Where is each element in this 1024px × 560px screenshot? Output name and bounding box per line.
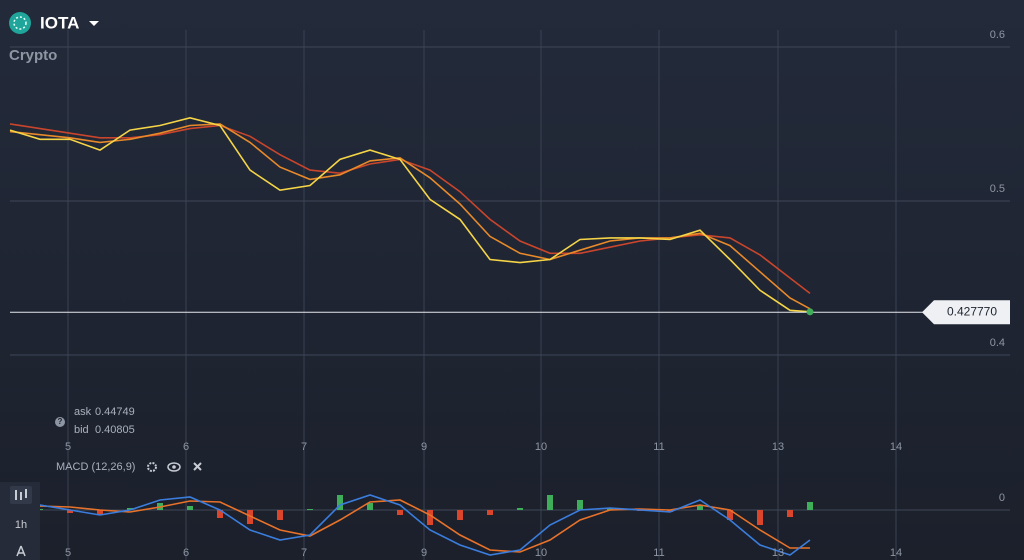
histogram-bar [67, 510, 73, 513]
histogram-bar [367, 503, 373, 510]
histogram-bar [787, 510, 793, 517]
histogram-bar [307, 509, 313, 510]
x-tick-label: 11 [653, 547, 664, 559]
histogram-bar [217, 510, 223, 518]
series-line [10, 494, 811, 556]
asset-name[interactable]: IOTA [40, 13, 79, 32]
histogram-bar [517, 508, 523, 510]
macd-settings[interactable] [147, 462, 157, 472]
plot: 0.427770 5 6 7 9 10 11 13 14 5 6 7 9 10 11 13 14 [7, 116, 1010, 559]
macd-title: MACD (12,26,9) [56, 461, 135, 473]
chart-type-icon [15, 489, 27, 500]
asset-category: Crypto [9, 47, 57, 64]
histogram-bar [247, 510, 253, 524]
y-tick-label: 0.6 [990, 29, 1005, 41]
x-tick-label: 14 [890, 441, 902, 453]
x-tick-label: 14 [890, 547, 902, 559]
info-icon-glyph: ? [58, 417, 63, 426]
x-tick-label: 13 [772, 547, 784, 559]
asset-icon[interactable] [9, 12, 31, 34]
x-tick-label: 7 [301, 547, 307, 559]
ask-label: ask [74, 406, 92, 418]
macd-visibility[interactable] [167, 462, 181, 472]
histogram-bar [577, 500, 583, 510]
x-tick-label: 7 [301, 441, 307, 453]
bid-value: 0.40805 [95, 424, 135, 436]
y-tick-label: 0.5 [990, 183, 1005, 195]
current-price-label: 0.427770 [947, 304, 997, 318]
histogram-bar [487, 510, 493, 515]
x-tick-label: 9 [421, 441, 427, 453]
x-tick-label: 10 [535, 547, 547, 559]
x-tick-label: 6 [183, 547, 189, 559]
current-price-tag [922, 300, 1010, 325]
histogram-bar [807, 502, 813, 510]
histogram-bar [397, 510, 403, 515]
last-point [806, 308, 814, 316]
histogram-bar [757, 510, 763, 525]
macd-remove[interactable] [193, 462, 202, 471]
y-tick-label: 0.4 [990, 337, 1005, 349]
indicator-button[interactable] [16, 545, 26, 557]
x-tick-label: 6 [183, 441, 189, 453]
series-line [9, 499, 810, 553]
histogram-bar [277, 510, 283, 520]
histogram-bar [607, 508, 613, 510]
ask-value: 0.44749 [95, 406, 135, 418]
x-tick-label: 9 [421, 547, 427, 559]
histogram-bar [727, 510, 733, 520]
bid-label: bid [74, 424, 89, 436]
histogram-bar [97, 510, 103, 515]
x-tick-label: 13 [772, 441, 784, 453]
histogram-bar [667, 510, 673, 512]
grid: 0.4 0.5 0.6 0 [10, 29, 1010, 560]
asset-dropdown[interactable] [89, 21, 99, 26]
y-tick-label: 0 [999, 492, 1005, 504]
x-tick-label: 5 [65, 547, 71, 559]
x-tick-label: 5 [65, 441, 71, 453]
histogram-bar [427, 510, 433, 525]
series-line [9, 116, 811, 313]
info-icon[interactable] [55, 417, 65, 427]
histogram-bar [337, 495, 343, 510]
histogram-bar [457, 510, 463, 520]
histogram-bar [127, 508, 133, 510]
histogram-bar [547, 495, 553, 510]
x-tick-label: 10 [535, 441, 547, 453]
timeframe-button[interactable]: 1h [15, 519, 27, 531]
histogram-bar [187, 506, 193, 510]
histogram-bar [697, 505, 703, 510]
asset-icon-pattern [13, 16, 27, 30]
x-tick-label: 11 [653, 441, 664, 453]
